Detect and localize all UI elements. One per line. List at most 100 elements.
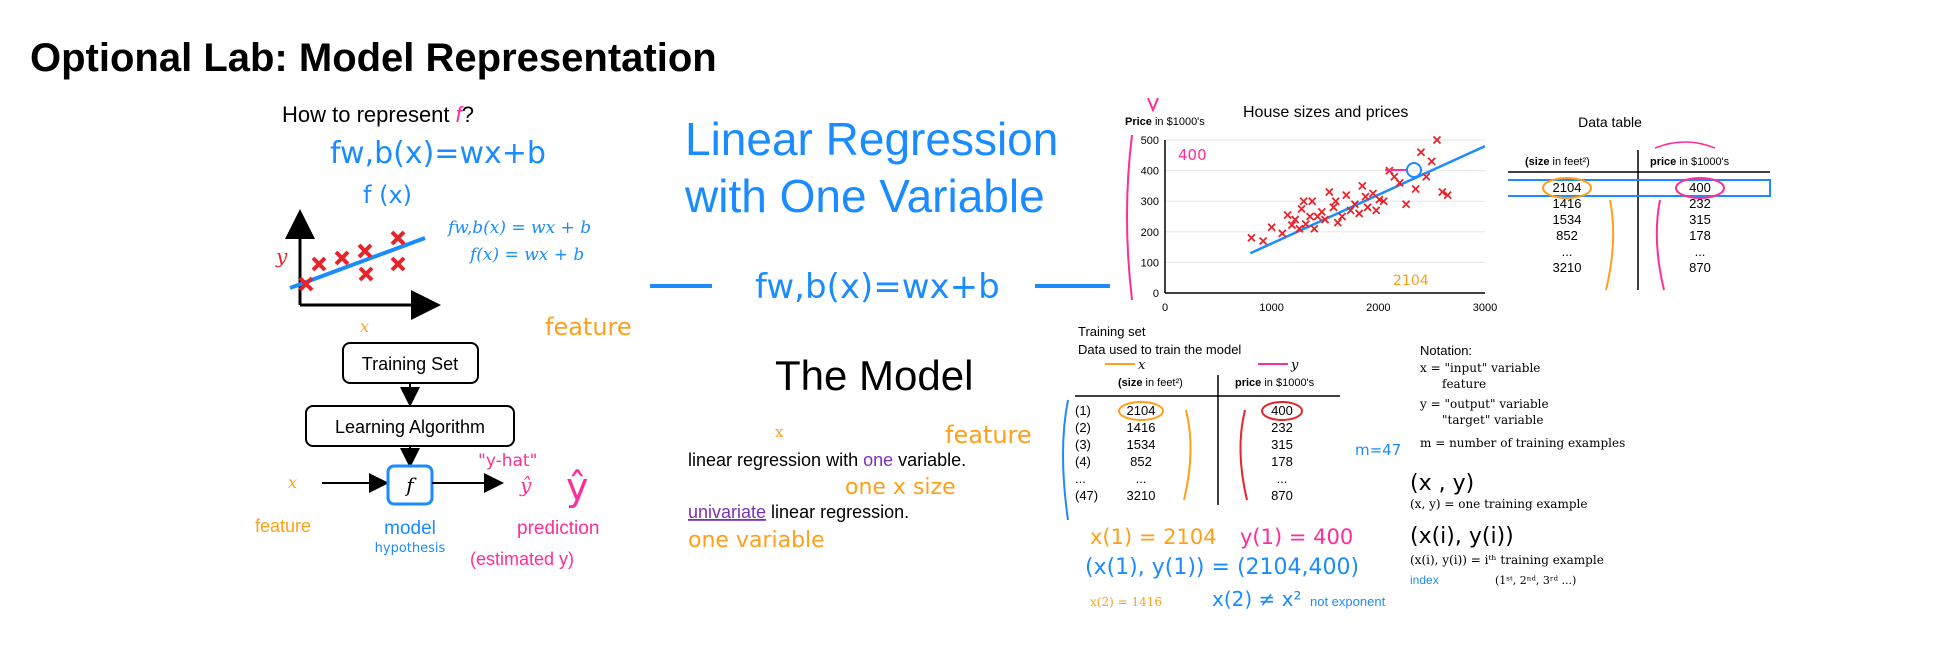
scatter-panel: House sizes and prices Price in $1000's … [1125,97,1497,314]
data-table-size-cell: 852 [1556,228,1578,243]
fx-typed-formula: f(x) = wx + b [468,245,584,265]
training-panel: Training set Data used to train the mode… [1062,324,1401,611]
represent-heading: How to represent f? [282,102,474,127]
scatter-point [1295,224,1304,233]
not-exponent-label: not exponent [1310,594,1386,609]
training-size-cell: 852 [1130,454,1152,469]
estimated-y-label: (estimated y) [470,549,574,569]
notation-title: Notation: [1420,343,1472,358]
pair-i-big: (x(i), y(i)) [1410,524,1514,549]
scatter-point [1427,157,1436,166]
annot-400-label: 400 [1178,146,1207,164]
training-size-cell: 3210 [1127,488,1156,503]
x-tick-label: 2000 [1366,302,1390,314]
data-table-price-cell: 178 [1689,228,1711,243]
training-index-cell: (2) [1075,420,1091,435]
scatter-point [1350,200,1360,209]
mini-points [298,230,406,292]
notation-line-3: m = number of training examples [1420,436,1625,450]
training-size-cell: 1534 [1127,437,1156,452]
scatter-point [1305,212,1315,221]
scatter-point [1299,197,1308,206]
scatter-point [1258,236,1268,246]
scatter-point [1395,178,1404,187]
model-f-box [386,464,434,506]
training-price-cell: 232 [1271,420,1293,435]
lr-sentence: linear regression with one variable. [688,450,966,470]
mini-point [298,276,314,292]
pair-equation: (x(1), y(1)) = (2104,400) [1085,555,1359,580]
data-table-row-highlight [1508,179,1771,197]
training-x-label: x [1138,358,1146,373]
scatter-point [1422,172,1431,181]
mini-point [334,250,350,266]
data-table-size-cell: 2104 [1553,180,1582,195]
y1-equation: y(1) = 400 [1240,525,1353,549]
mini-point [311,256,327,272]
mini-plot: y x [275,209,441,336]
training-400-circle [1261,401,1303,421]
fwb-hand-formula: fw,b(x)=wx+b [330,136,546,171]
model-label: model [384,518,436,539]
center-feature-label: feature [945,421,1032,449]
mini-axis-y-label: y [275,244,288,268]
price-bracket-annotation-2 [1655,199,1665,291]
ordinal-label: (1ˢᵗ, 2ⁿᵈ, 3ʳᵈ ...) [1495,574,1576,587]
left-panel: How to represent f? fw,b(x)=wx+b f (x) y… [255,102,632,569]
scatter-point [1432,135,1442,145]
learning-algorithm-label: Learning Algorithm [335,417,485,437]
scatter-point [1401,200,1411,209]
page-title: Optional Lab: Model Representation [30,36,717,80]
scatter-xticks: 0 1000 2000 3000 [1162,302,1497,314]
training-rows: (1) 2104 400 (2) 1416 232 (3) 1534 315 (4) 852 178.… [1075,403,1293,503]
one-x-size-label: one x size [845,475,956,500]
scatter-point [1329,203,1338,212]
scatter-point [1247,233,1256,243]
data-table-size-cell: 1416 [1553,196,1582,211]
scatter-points [1247,135,1452,246]
mini-point [390,230,406,246]
center-panel: Linear Regression with One Variable fw,b… [650,113,1110,553]
m-equals-label: m=47 [1355,441,1401,459]
price-header-annotation [1654,141,1716,149]
training-col2-header: price in $1000's [1235,377,1315,389]
x1-equation: x(1) = 2104 [1090,525,1217,549]
scatter-point [1290,215,1300,224]
lr-title-line1: Linear Regression [685,113,1058,165]
size-2104-circle [1542,177,1592,199]
training-set-title: Training set [1078,324,1146,339]
data-table-panel: Data table (size in feet²) price in $100… [1508,114,1771,291]
training-size-bracket [1183,409,1192,501]
scatter-point [1443,190,1452,200]
data-table-price-cell: ... [1695,244,1706,259]
scatter-point [1416,148,1426,157]
data-table-price-cell: 315 [1689,212,1711,227]
price-bracket-annotation [1126,134,1133,301]
pair-i-description: (x(i), y(i)) = iᵗʰ training example [1410,553,1604,567]
scatter-point [1333,218,1342,227]
scatter-point [1411,184,1420,194]
y-hat-big: ŷ [566,465,589,509]
notation-line-2: y = "output" variable [1419,397,1549,411]
scatter-point [1317,207,1326,217]
training-price-bracket [1239,409,1248,501]
y-tick-label: 100 [1141,257,1159,269]
scatter-point [1379,197,1388,206]
notation-panel: Notation: x = "input" variable feature y… [1410,343,1625,587]
x2-equation: x(2) = 1416 [1090,595,1162,609]
mini-point [357,243,373,259]
data-table-price-cell: 870 [1689,260,1711,275]
x-small-label: x [775,423,784,441]
training-y-label: y [1290,358,1299,373]
fwb-typed-formula: fw,b(x) = wx + b [446,218,591,238]
y-tick-label: 400 [1141,166,1159,178]
y-tick-label: 500 [1141,135,1159,147]
x-tick-label: 1000 [1259,302,1283,314]
training-size-cell: 1416 [1127,420,1156,435]
pair-big: (x , y) [1410,471,1474,496]
x-tick-label: 0 [1162,302,1168,314]
scatter-point [1287,220,1297,230]
scatter-point [1354,209,1364,218]
scatter-point [1301,220,1310,229]
